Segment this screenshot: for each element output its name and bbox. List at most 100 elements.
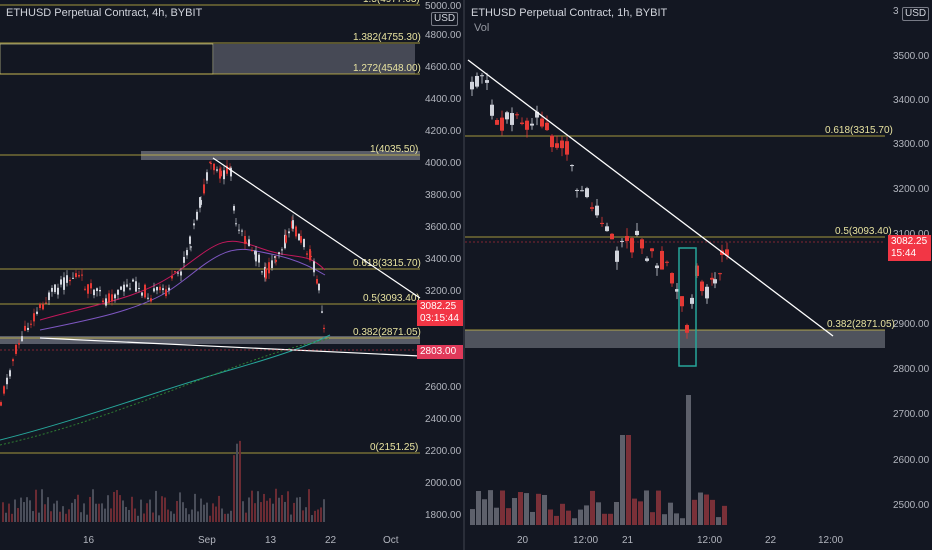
left-chart-panel[interactable]: 1.5(4977.63) 1.382(4755.30) 1.272(4548.00)… (0, 0, 463, 550)
left-chart-canvas[interactable]: 1.5(4977.63) 1.382(4755.30) 1.272(4548.00)… (0, 0, 463, 550)
volume-bar (542, 494, 547, 525)
right-chart-canvas[interactable]: 0.618(3315.70) 0.5(3093.40) 0.382(2871.05)… (465, 0, 932, 550)
volume-bar (29, 500, 31, 522)
volume-bar (260, 502, 262, 522)
volume-bar (230, 510, 232, 522)
volume-bar (560, 503, 565, 525)
candle-body (710, 277, 714, 280)
candle-body (675, 289, 679, 292)
fib-label: 1.5(4977.63) (363, 0, 420, 5)
price-axis-label: 4000.00 (425, 158, 462, 169)
volume-bar (530, 511, 535, 525)
left-marker-price-tag: 2803.00 (417, 345, 463, 359)
volume-bar (272, 503, 274, 522)
candle-body (515, 114, 519, 116)
volume-bar (554, 515, 559, 525)
volume-bar (596, 502, 601, 525)
volume-bar (512, 498, 517, 525)
volume-bar (14, 499, 16, 522)
candle-body (695, 265, 699, 277)
candle-body (680, 296, 684, 307)
right-chart-panel[interactable]: 0.618(3315.70) 0.5(3093.40) 0.382(2871.05)… (465, 0, 932, 550)
volume-bar (116, 490, 118, 522)
price-axis-label: 2000.00 (425, 478, 462, 489)
price-axis-label: 3400.00 (893, 95, 930, 106)
candle-body (159, 286, 161, 291)
candle-body (285, 235, 287, 243)
volume-bar (125, 506, 127, 522)
time-axis-label: 13 (265, 535, 277, 546)
candle-body (111, 294, 113, 302)
candle-body (261, 271, 263, 273)
candle-body (238, 229, 240, 231)
volume-bar (314, 510, 316, 522)
candle-body (132, 279, 134, 282)
trendline-descending (467, 59, 834, 337)
volume-bar (263, 493, 265, 522)
candle-body (306, 253, 308, 255)
volume-bar (185, 508, 187, 522)
candle-body (244, 236, 246, 244)
left-currency-label[interactable]: USD (431, 12, 459, 26)
candle-body (57, 287, 59, 295)
volume-bar (248, 497, 250, 522)
candle-body (635, 230, 639, 236)
time-axis-label: 12:00 (818, 535, 843, 546)
volume-bar (476, 490, 481, 525)
candle-body (309, 249, 311, 261)
candle-body (600, 222, 604, 224)
volume-bar (173, 513, 175, 522)
candle-body (288, 231, 290, 234)
candle-body (189, 236, 191, 244)
volume-bar (242, 501, 244, 522)
right-currency-label[interactable]: USD (902, 7, 930, 21)
candle-body (177, 272, 179, 274)
candle-body (316, 279, 318, 284)
volume-bar (548, 509, 553, 525)
volume-bar (245, 512, 247, 522)
volume-bar (566, 510, 571, 525)
volume-bar (188, 514, 190, 522)
candle-body (183, 256, 185, 263)
left-last-price: 3082.25 (420, 301, 457, 312)
volume-bar (65, 513, 67, 522)
candle-body (81, 274, 83, 276)
candle-body (102, 300, 104, 303)
volume-bar (35, 489, 37, 522)
candle-body (640, 239, 644, 249)
volume-bar (140, 499, 142, 522)
volume-bar (86, 514, 88, 522)
fib-label: 1.382(4755.30) (353, 32, 421, 43)
candle-body (505, 112, 509, 120)
left-countdown: 03:15:44 (420, 313, 459, 324)
candle-body (540, 118, 544, 127)
candle-body (147, 297, 149, 299)
candle-body (190, 246, 192, 248)
trendline-support (39, 337, 421, 357)
candle-body (18, 343, 20, 345)
volume-bar (44, 504, 46, 522)
volume-bar (212, 503, 214, 522)
price-axis-label: 3 (893, 6, 899, 17)
candle-body (535, 111, 539, 118)
price-axis-label: 3300.00 (893, 139, 930, 150)
candle-body (203, 184, 205, 194)
candle-body (490, 104, 494, 116)
time-axis-label: Sep (198, 535, 216, 546)
volume-bar (134, 508, 136, 522)
candle-body (39, 303, 41, 309)
candle-body (645, 258, 649, 261)
candle-body (255, 251, 257, 262)
volume-label: Vol (474, 22, 490, 34)
volume-bar (104, 508, 106, 522)
resistance-zone (141, 151, 420, 160)
volume-bar (227, 513, 229, 522)
volume-bar (626, 435, 631, 525)
candle-body (580, 190, 584, 192)
volume-bar (23, 502, 25, 522)
volume-bar (278, 497, 280, 522)
pane-divider[interactable] (463, 0, 465, 550)
volume-bar (47, 497, 49, 522)
volume-bar (680, 518, 685, 525)
volume-bar (176, 500, 178, 522)
